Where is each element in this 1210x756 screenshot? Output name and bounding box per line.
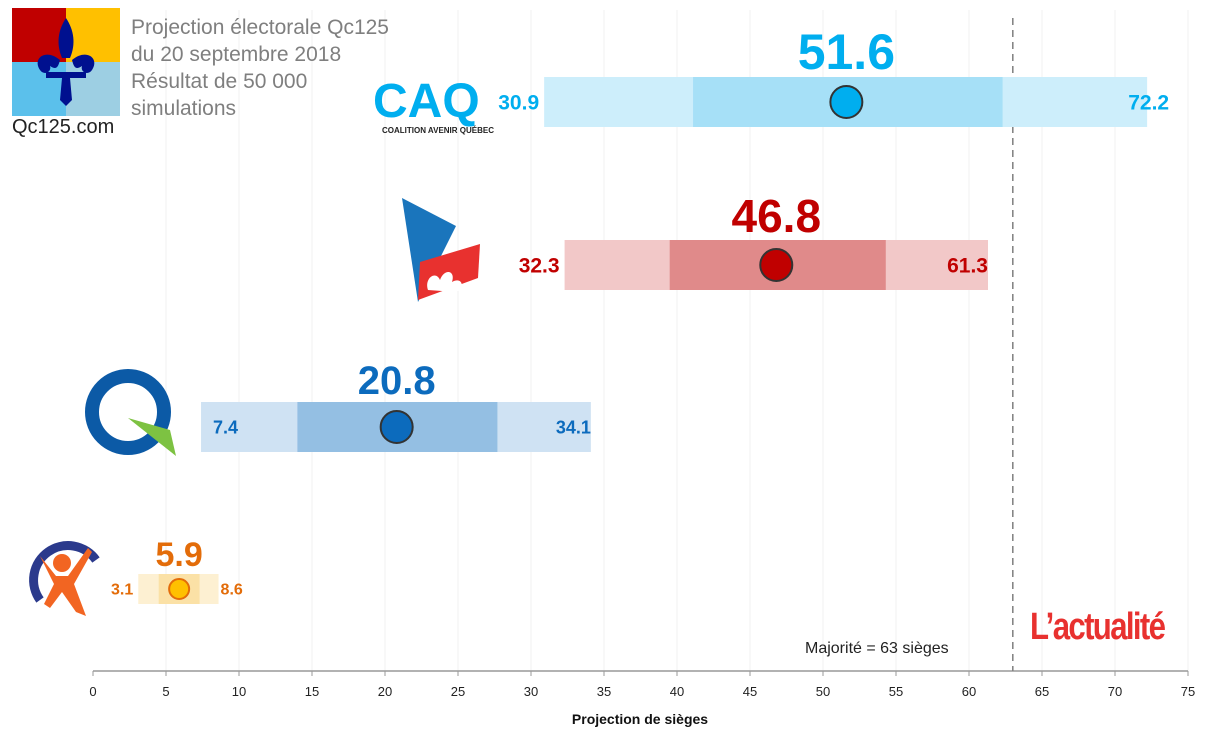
mean-label: 20.8 bbox=[358, 359, 436, 403]
x-axis: 0 5 10 15 20 25 30 35 40 45 50 55 60 65 70 75 bbox=[89, 670, 1195, 699]
qc125-logo bbox=[12, 8, 120, 116]
x-tick-label: 0 bbox=[89, 684, 96, 699]
bars: 51.6 30.9 72.2 46.8 32.3 61.3 20.8 7.4 34.1 5.9 3.… bbox=[111, 24, 1169, 604]
series-qs: 5.9 3.1 8.6 bbox=[111, 536, 243, 604]
brand-logo: L’actualité bbox=[1030, 606, 1166, 648]
majority-label: Majorité = 63 sièges bbox=[805, 640, 949, 657]
series-caq: 51.6 30.9 72.2 bbox=[498, 24, 1169, 127]
high-label: 8.6 bbox=[221, 582, 243, 599]
pq-logo bbox=[85, 369, 176, 456]
mean-dot bbox=[829, 85, 864, 119]
caq-logo-subtitle: COALITION AVENIR QUÉBEC bbox=[382, 126, 494, 135]
qs-logo bbox=[29, 541, 100, 616]
x-tick-label: 70 bbox=[1108, 684, 1122, 699]
x-tick-label: 25 bbox=[451, 684, 465, 699]
caq-logo-text: CAQ bbox=[373, 75, 480, 128]
series-pq: 20.8 7.4 34.1 bbox=[201, 359, 591, 452]
low-label: 32.3 bbox=[519, 254, 560, 277]
header-line-1: Projection électorale Qc125 bbox=[131, 16, 389, 39]
mean-dot bbox=[759, 248, 794, 282]
x-tick-label: 40 bbox=[670, 684, 684, 699]
high-label: 34.1 bbox=[556, 417, 591, 437]
plq-logo bbox=[402, 198, 480, 302]
x-axis-label: Projection de sièges bbox=[571, 711, 709, 727]
header-line-4: simulations bbox=[131, 97, 237, 120]
x-tick-label: 30 bbox=[524, 684, 538, 699]
x-tick-label: 55 bbox=[889, 684, 903, 699]
mean-dot bbox=[379, 410, 414, 444]
high-label: 72.2 bbox=[1128, 91, 1169, 114]
low-label: 7.4 bbox=[213, 417, 238, 437]
mean-dot bbox=[168, 578, 191, 600]
high-label: 61.3 bbox=[947, 254, 988, 277]
mean-label: 46.8 bbox=[732, 190, 822, 242]
x-tick-label: 35 bbox=[597, 684, 611, 699]
x-tick-label: 45 bbox=[743, 684, 757, 699]
x-tick-label: 15 bbox=[305, 684, 319, 699]
x-tick-label: 65 bbox=[1035, 684, 1049, 699]
chart-header: Projection électorale Qc125 du 20 septem… bbox=[131, 14, 389, 122]
fleur-de-lis-icon bbox=[37, 18, 95, 106]
low-label: 30.9 bbox=[498, 91, 539, 114]
x-tick-label: 5 bbox=[162, 684, 169, 699]
x-tick-label: 20 bbox=[378, 684, 392, 699]
series-plq: 46.8 32.3 61.3 bbox=[519, 190, 988, 290]
low-label: 3.1 bbox=[111, 582, 133, 599]
header-line-2: du 20 septembre 2018 bbox=[131, 43, 342, 66]
mean-label: 5.9 bbox=[156, 536, 203, 574]
caq-logo: CAQ COALITION AVENIR QUÉBEC bbox=[373, 75, 494, 135]
x-tick-label: 10 bbox=[232, 684, 246, 699]
x-tick-label: 50 bbox=[816, 684, 830, 699]
header-line-3: Résultat de 50 000 bbox=[131, 70, 308, 93]
mean-label: 51.6 bbox=[798, 24, 895, 80]
x-tick-label: 60 bbox=[962, 684, 976, 699]
site-label: Qc125.com bbox=[12, 116, 115, 138]
x-tick-label: 75 bbox=[1181, 684, 1195, 699]
